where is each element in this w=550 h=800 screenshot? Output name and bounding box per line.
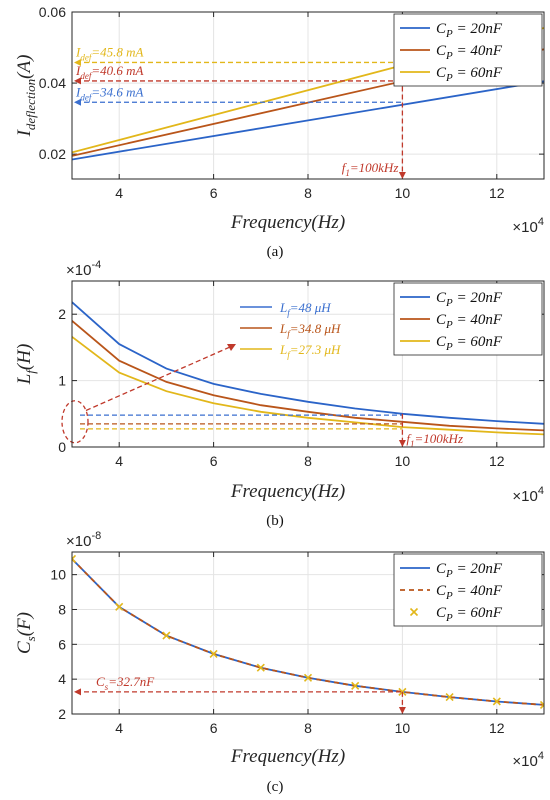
x-tick-label: 12: [489, 185, 505, 201]
y-axis-label: Lf(H): [14, 344, 38, 386]
x-tick-label: 8: [304, 185, 312, 201]
arrow-head: [74, 58, 81, 66]
chart-1: 4 6 8 10 12012×104×10-4Frequency(Hz)Lf(H)Lf=…: [14, 259, 545, 529]
y-tick-label: 10: [50, 567, 66, 583]
y-tick-label: 2: [58, 706, 66, 722]
arrow-head: [74, 688, 81, 696]
data-point: [72, 554, 77, 564]
annotation-label: Idef=45.8 mA: [75, 44, 144, 62]
y-tick-label: 6: [58, 636, 66, 652]
legend-label: CP = 40nF: [436, 583, 503, 602]
series-line: [72, 320, 544, 432]
figure-caption: (c): [267, 779, 284, 795]
annotation-line: [85, 346, 231, 412]
data-point: [539, 700, 544, 710]
axes-frame: [71, 551, 545, 715]
y-tick-label: 0.04: [39, 75, 66, 91]
y-tick-label: 0.02: [39, 146, 66, 162]
legend: CP = 20nF CP = 40nF CP = 60nF: [393, 282, 543, 356]
legend-label: CP = 40nF: [436, 43, 503, 62]
annotation-label: Lf=48 μH: [279, 300, 331, 318]
arrow-head: [227, 344, 236, 351]
axes-frame: [71, 280, 545, 448]
x-tick-label: 10: [395, 453, 411, 469]
annotation-label: f1=100kHz: [406, 431, 463, 449]
x-axis-label: Frequency(Hz): [230, 746, 345, 767]
x-tick-label: 10: [395, 720, 411, 736]
x-tick-label: 6: [210, 185, 218, 201]
y-tick-label: 0.06: [39, 4, 66, 20]
arrow-head: [398, 172, 406, 179]
legend-marker: [409, 607, 419, 617]
arrow-head: [74, 77, 81, 85]
figure-caption: (a): [267, 244, 284, 260]
legend-label: CP = 20nF: [436, 561, 503, 580]
data-point: [351, 681, 360, 690]
legend-label: CP = 60nF: [436, 334, 503, 353]
y-tick-label: 8: [58, 601, 66, 617]
data-point: [445, 693, 454, 702]
y-multiplier: ×10-4: [66, 259, 101, 279]
y-axis-label: Ideflection(A): [14, 55, 38, 138]
x-tick-label: 4: [115, 720, 123, 736]
y-tick-label: 4: [58, 671, 66, 687]
x-tick-label: 12: [489, 453, 505, 469]
data-point: [303, 673, 313, 682]
y-multiplier: ×10-8: [66, 530, 101, 550]
arrow-head: [74, 98, 81, 106]
series-group: [72, 301, 544, 436]
x-multiplier: ×104: [512, 485, 544, 505]
legend: CP = 20nF CP = 40nF CP = 60nF: [393, 553, 543, 627]
legend: CP = 20nF CP = 40nF CP = 60nF: [393, 13, 543, 87]
x-tick-label: 4: [115, 453, 123, 469]
annotation-label: Cs=32.7nF: [96, 674, 155, 692]
data-point: [162, 631, 171, 640]
series-line: [72, 336, 544, 436]
chart-0: 4 6 8 10 12 0.02 0.04 0.06 ×104 Frequency(Hz) Idef…: [14, 4, 545, 260]
legend-label: CP = 20nF: [436, 290, 503, 309]
series-line: [72, 80, 544, 161]
annotation-label: Idef=40.6 mA: [75, 63, 144, 81]
y-tick-label: 1: [58, 373, 66, 389]
legend-label: CP = 40nF: [436, 312, 503, 331]
y-axis-label: Cs(F): [14, 612, 38, 654]
arrow-head: [398, 707, 406, 714]
legend-label: CP = 60nF: [436, 65, 503, 84]
figure-caption: (b): [266, 513, 284, 529]
axes-frame: [71, 11, 545, 180]
data-point: [492, 697, 501, 706]
data-point: [115, 602, 124, 611]
x-tick-label: 10: [395, 185, 411, 201]
legend-label: CP = 60nF: [436, 605, 503, 624]
annotation-label: Idef=34.6 mA: [75, 84, 144, 102]
annotation-label: Lf=34.8 μH: [279, 321, 341, 339]
x-tick-label: 8: [304, 453, 312, 469]
data-point: [256, 663, 265, 672]
series-line: [72, 301, 544, 425]
x-tick-label: 4: [115, 185, 123, 201]
highlight-ellipse: [61, 400, 89, 444]
y-tick-label: 0: [58, 439, 66, 455]
data-point: [209, 649, 218, 658]
chart-2: 4 6 8 10 12 2 4 6 8 10 ×104 ×10-8 Frequency(Hz) Cs(F)…: [14, 530, 545, 795]
x-tick-label: 8: [304, 720, 312, 736]
annotation-label: Lf=27.3 μH: [279, 342, 341, 360]
x-tick-label: 12: [489, 720, 505, 736]
x-tick-label: 6: [210, 453, 218, 469]
x-multiplier: ×104: [512, 750, 544, 770]
arrow-head: [398, 440, 406, 447]
series-group: [72, 554, 544, 710]
x-axis-label: Frequency(Hz): [230, 212, 345, 233]
x-axis-label: Frequency(Hz): [230, 481, 345, 502]
y-tick-label: 2: [58, 306, 66, 322]
x-tick-label: 6: [210, 720, 218, 736]
legend-label: CP = 20nF: [436, 21, 503, 40]
annotation-label: f1=100kHz: [342, 160, 399, 178]
x-multiplier: ×104: [512, 216, 544, 236]
